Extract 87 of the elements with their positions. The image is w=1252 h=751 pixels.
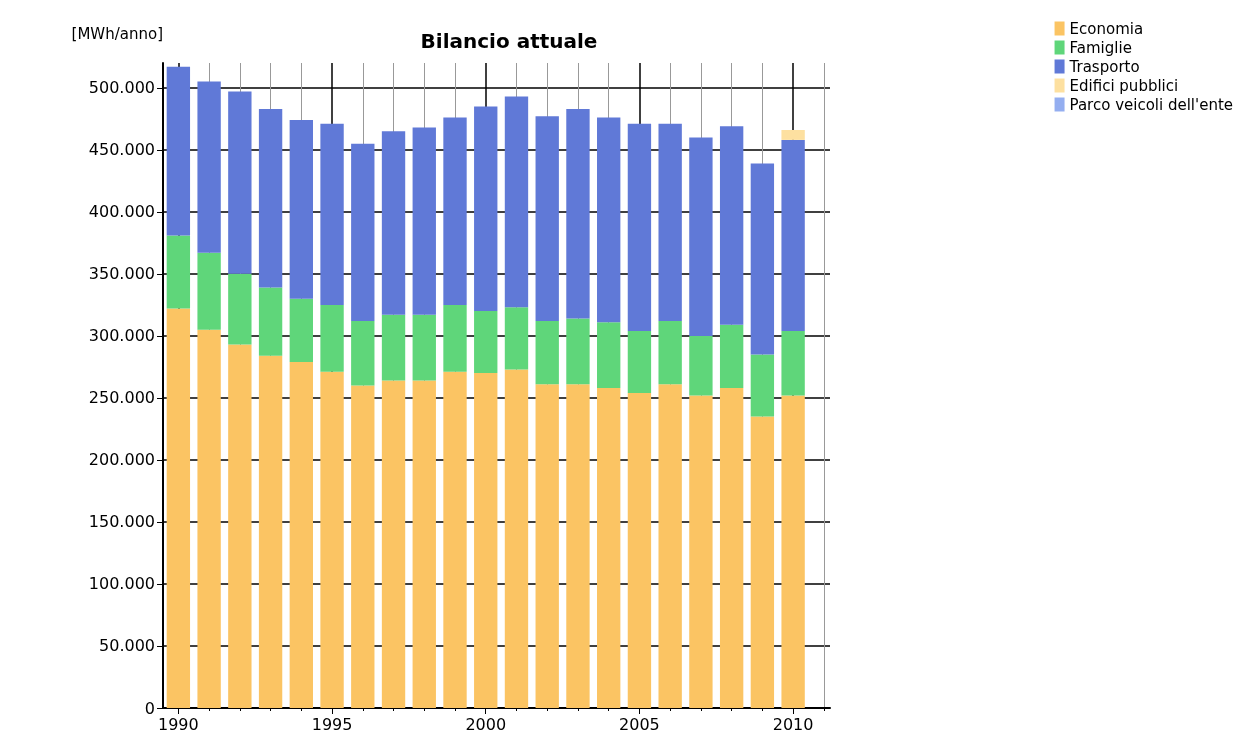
x-tick-label: 1990 (158, 714, 199, 734)
bar (658, 321, 682, 385)
bar (535, 116, 559, 321)
bar (627, 123, 652, 331)
bar (197, 81, 221, 253)
y-tick-label: 300.000 (88, 326, 155, 346)
bar (750, 163, 775, 355)
x-tick-label: 2010 (772, 714, 814, 734)
bar (443, 371, 467, 708)
bar (381, 380, 406, 708)
bar (166, 235, 191, 309)
bar (474, 311, 498, 374)
bar (166, 308, 191, 708)
bar (412, 380, 436, 708)
bar (750, 354, 775, 417)
bar (443, 304, 467, 372)
y-tick-label: 150.000 (88, 512, 155, 532)
bar (535, 384, 559, 708)
bar (351, 143, 375, 321)
x-tick-label: 1995 (311, 714, 353, 734)
bar (719, 126, 744, 325)
bar (597, 322, 621, 388)
bar (781, 139, 805, 331)
bar (597, 117, 621, 323)
bar (320, 371, 344, 708)
bar (689, 395, 713, 708)
bar (228, 273, 252, 345)
bar (504, 307, 529, 370)
bar (228, 344, 252, 708)
bar (381, 314, 406, 381)
bar (258, 355, 283, 708)
bar (258, 287, 283, 356)
bar (351, 321, 375, 386)
bar (597, 387, 621, 708)
y-tick-label: 100.000 (88, 574, 155, 594)
bar (351, 385, 375, 708)
bar (658, 123, 682, 321)
bar (566, 384, 590, 708)
bar (719, 387, 744, 708)
y-tick-label: 250.000 (88, 388, 155, 408)
bar (197, 252, 221, 330)
legend-label: Economia (1069, 19, 1144, 38)
bar (474, 106, 498, 312)
y-tick-label: 200.000 (88, 450, 155, 470)
bar (781, 395, 805, 708)
bar (535, 321, 559, 385)
bar (750, 416, 775, 708)
y-tick-label: 350.000 (88, 264, 155, 284)
bar (320, 304, 344, 372)
bar (781, 330, 805, 396)
y-tick-label: 500.000 (88, 78, 155, 98)
bar (381, 131, 406, 315)
bar (474, 373, 498, 708)
bar (289, 298, 313, 362)
legend-label: Edifici pubblici (1069, 76, 1179, 95)
bar (289, 361, 313, 708)
bar (504, 96, 529, 308)
bar (443, 117, 467, 305)
chart-title: Bilancio attuale (420, 29, 598, 53)
y-axis-title: [MWh/anno] (71, 24, 163, 43)
legend-label: Trasporto (1068, 57, 1140, 76)
bar (658, 384, 682, 708)
legend-label: Famiglie (1069, 38, 1132, 57)
bar (320, 123, 344, 305)
bar (566, 108, 590, 319)
bar (781, 129, 805, 140)
bar (412, 127, 436, 315)
bar (166, 66, 191, 236)
y-tick-label: 0 (144, 698, 155, 718)
x-tick-label: 2000 (465, 714, 507, 734)
bar (197, 329, 221, 708)
bar (566, 318, 590, 385)
bar (289, 120, 313, 299)
bar (504, 369, 529, 708)
bar (412, 314, 436, 381)
y-tick-label: 450.000 (88, 140, 155, 160)
legend-label: Parco veicoli dell'ente (1069, 95, 1234, 114)
bar (228, 91, 252, 274)
y-tick-label: 400.000 (88, 202, 155, 222)
bar (719, 324, 744, 388)
bar (258, 108, 283, 288)
bar (689, 335, 713, 396)
y-tick-label: 50.000 (99, 636, 155, 656)
bar (627, 392, 652, 708)
x-tick-label: 2005 (619, 714, 660, 734)
bar (627, 330, 652, 393)
bar (689, 137, 713, 336)
